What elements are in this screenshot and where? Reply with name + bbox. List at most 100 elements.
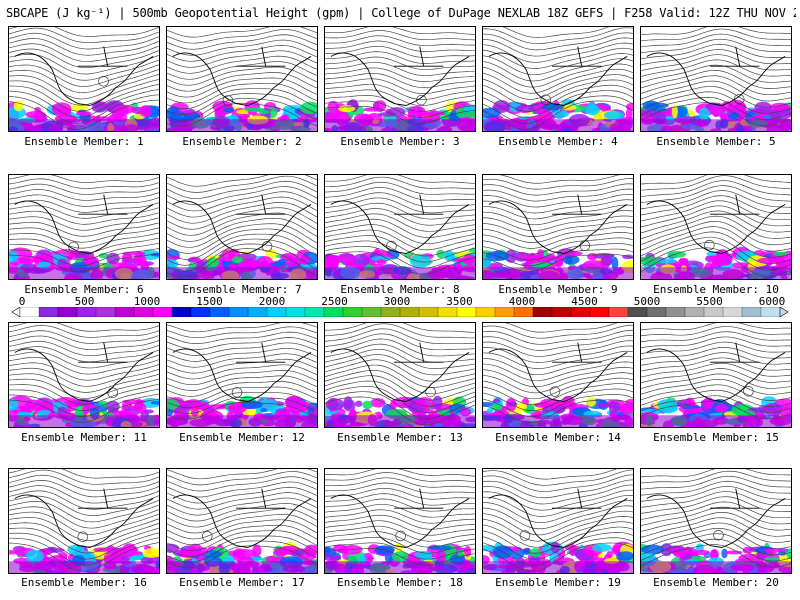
cape-fill-blob [565,254,573,265]
cape-fill-blob [301,401,310,408]
colorbar-tick-label: 4500 [571,295,598,308]
height-contour [641,389,791,407]
height-contour [641,480,791,496]
height-contour [641,64,791,83]
colorbar-swatch [342,307,363,317]
coastline [488,46,628,106]
member-label: Ensemble Member: 2 [182,135,302,148]
height-contour [641,331,791,342]
member-label: Ensemble Member: 19 [495,576,621,589]
cape-fill-band [325,267,475,279]
height-contour [9,383,159,405]
cape-fill-blob [91,102,108,113]
height-contour [167,243,317,272]
cape-fill-blob [763,548,782,553]
height-contour [167,29,317,44]
cape-fill-blob [757,257,781,264]
cape-fill-blob [606,551,613,559]
coastline [14,46,154,106]
height-contour [483,47,633,69]
height-contour [325,235,475,257]
colorbar-swatch [437,307,458,317]
height-contour [9,32,159,50]
ensemble-map-panel [324,322,476,428]
cape-fill-band [641,119,791,131]
cape-fill-band [483,561,633,573]
coastline [172,194,312,254]
height-contour [167,218,317,242]
cape-fill-blob [464,546,472,558]
cape-fill-blob [514,252,530,261]
cape-fill-blob [84,255,99,267]
height-contour [9,248,159,267]
height-contour [641,236,791,265]
coastline [330,46,470,106]
height-contour [325,520,475,536]
colorbar-swatch [361,307,382,317]
height-contour [325,224,475,245]
colorbar-swatch [152,307,173,317]
coastline [488,488,628,548]
ensemble-map-panel [8,26,160,132]
height-contour [325,536,475,554]
height-contour [483,27,633,45]
member-label: Ensemble Member: 20 [653,576,779,589]
coastline [646,342,786,402]
height-contour [9,178,159,189]
cape-fill-blob [554,255,564,268]
cape-fill-blob [143,409,154,414]
coastline [14,194,154,254]
height-contour [325,375,475,401]
cape-fill-blob [693,549,710,556]
closed-low-contour [704,239,715,251]
height-contour [167,186,317,206]
coastline [172,342,312,402]
cape-fill-blob [290,258,302,266]
colorbar-swatch [266,307,287,317]
ensemble-map-panel [324,468,476,574]
height-contour [325,192,475,208]
ensemble-map-panel [482,468,634,574]
height-contour [9,469,159,485]
cape-fill-blob [373,100,387,112]
cape-fill-blob [37,262,52,266]
height-contour [483,84,633,112]
height-contour [483,199,633,214]
cape-fill-band [9,561,159,573]
cape-fill-blob [231,256,243,264]
cape-fill-blob [427,545,452,551]
colorbar-left-arrow [12,307,21,317]
coastline [172,46,312,106]
cape-fill-band [167,267,317,279]
height-contour [483,42,633,63]
height-contour [167,196,317,218]
cape-fill-blob [343,396,353,410]
colorbar-swatch [456,307,477,317]
cape-fill-blob [362,400,373,409]
height-contour [641,528,791,550]
height-contour [167,27,317,38]
height-contour [641,205,791,228]
height-contour [9,527,159,554]
cape-fill-blob [241,400,263,410]
closed-low-contour [386,240,397,252]
cape-fill-blob [207,404,227,410]
coastline [14,488,154,548]
height-contour [325,369,475,395]
height-contour [641,102,791,126]
height-contour [325,469,475,477]
height-contour [325,27,475,35]
cape-fill-blob [601,253,613,266]
height-contour [167,469,317,480]
height-contour [483,521,633,548]
colorbar-tick-label: 500 [74,295,95,308]
height-contour [641,200,791,222]
height-contour [167,353,317,368]
cape-fill-blob [75,110,92,116]
height-contour [325,328,475,344]
colorbar-swatch [418,307,439,317]
cape-fill-band [483,267,633,279]
height-contour [641,28,791,42]
height-contour [325,542,475,560]
height-contour [325,343,475,363]
